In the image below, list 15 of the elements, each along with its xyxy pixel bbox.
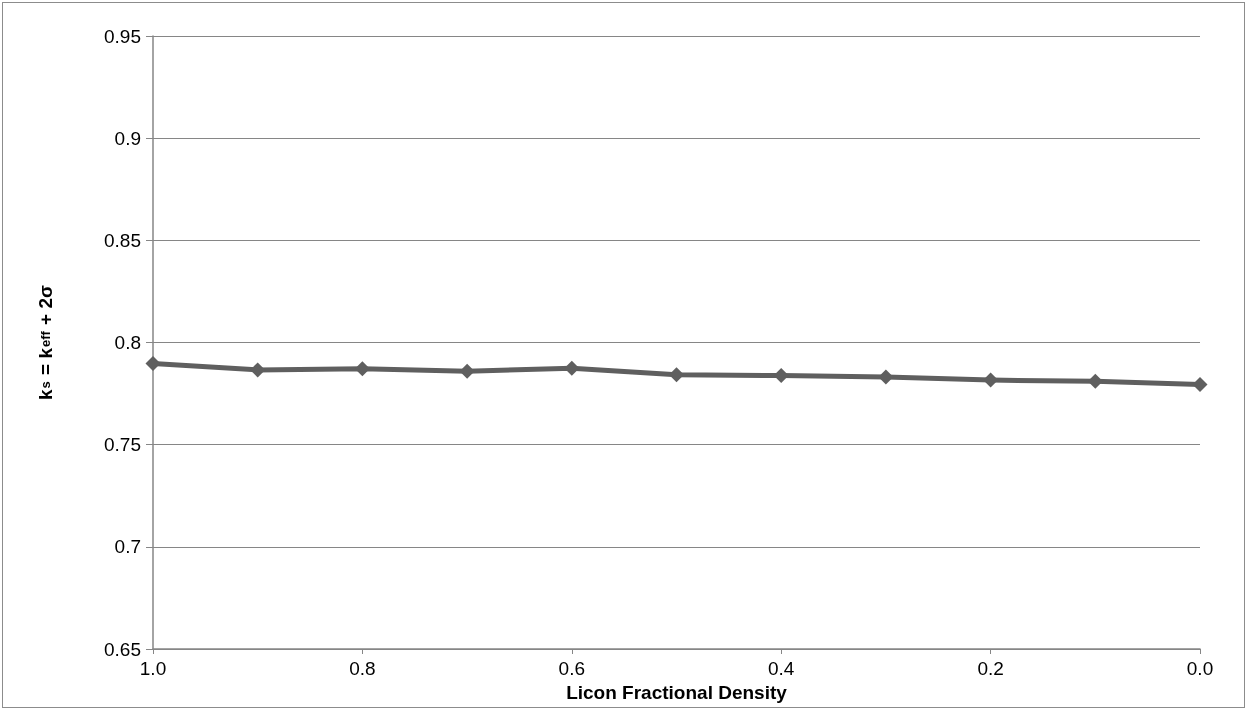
x-tick-label: 0.2: [977, 658, 1004, 679]
x-tick-label: 1.0: [139, 658, 167, 679]
y-tick-label: 0.75: [104, 434, 141, 456]
y-tick-label: 0.85: [104, 229, 141, 251]
x-tick-label: 0.8: [349, 658, 376, 679]
y-axis-title: ks = keff + 2σ: [35, 284, 56, 401]
y-tick-label: 0.8: [114, 332, 141, 353]
y-tick-label: 0.9: [114, 127, 141, 149]
y-tick-label: 0.95: [104, 25, 141, 47]
y-tick-label: 0.65: [104, 638, 141, 660]
x-tick-label: 0.0: [1186, 658, 1214, 679]
x-tick-label: 0.4: [767, 658, 795, 679]
x-axis-title: Licon Fractional Density: [566, 682, 788, 703]
y-tick-label: 0.7: [114, 536, 141, 558]
x-tick-label: 0.6: [558, 658, 586, 679]
